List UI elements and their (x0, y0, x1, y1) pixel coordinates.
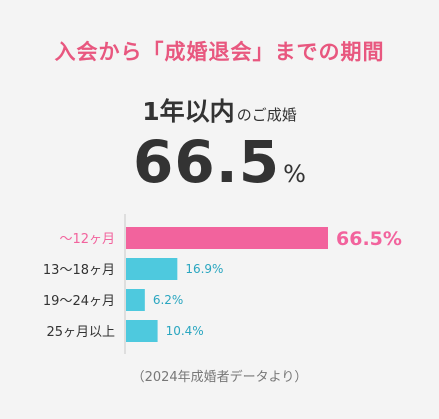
headline-value-number: 66.5 (133, 128, 281, 196)
bar (126, 258, 178, 280)
headline-value: 66.5% (0, 128, 439, 196)
bar (126, 289, 145, 311)
headline-label-main: 1年以内 (142, 97, 235, 126)
category-label: 25ヶ月以上 (46, 325, 115, 340)
category-label: 13～18ヶ月 (43, 263, 115, 278)
category-label: ～12ヶ月 (59, 232, 115, 247)
headline-value-unit: % (283, 160, 306, 188)
value-label: 6.2% (153, 293, 184, 307)
chart-title: 入会から「成婚退会」までの期間 (54, 40, 385, 64)
category-label: 19～24ヶ月 (43, 294, 115, 309)
value-label: 10.4% (166, 324, 204, 338)
bar (126, 320, 158, 342)
headline-label-suffix: のご成婚 (236, 106, 297, 124)
bar (126, 227, 328, 249)
source-note: （2024年成婚者データより） (131, 370, 308, 385)
headline-label: 1年以内 のご成婚 (0, 92, 439, 128)
value-label: 66.5% (336, 228, 402, 250)
value-label: 16.9% (185, 262, 223, 276)
